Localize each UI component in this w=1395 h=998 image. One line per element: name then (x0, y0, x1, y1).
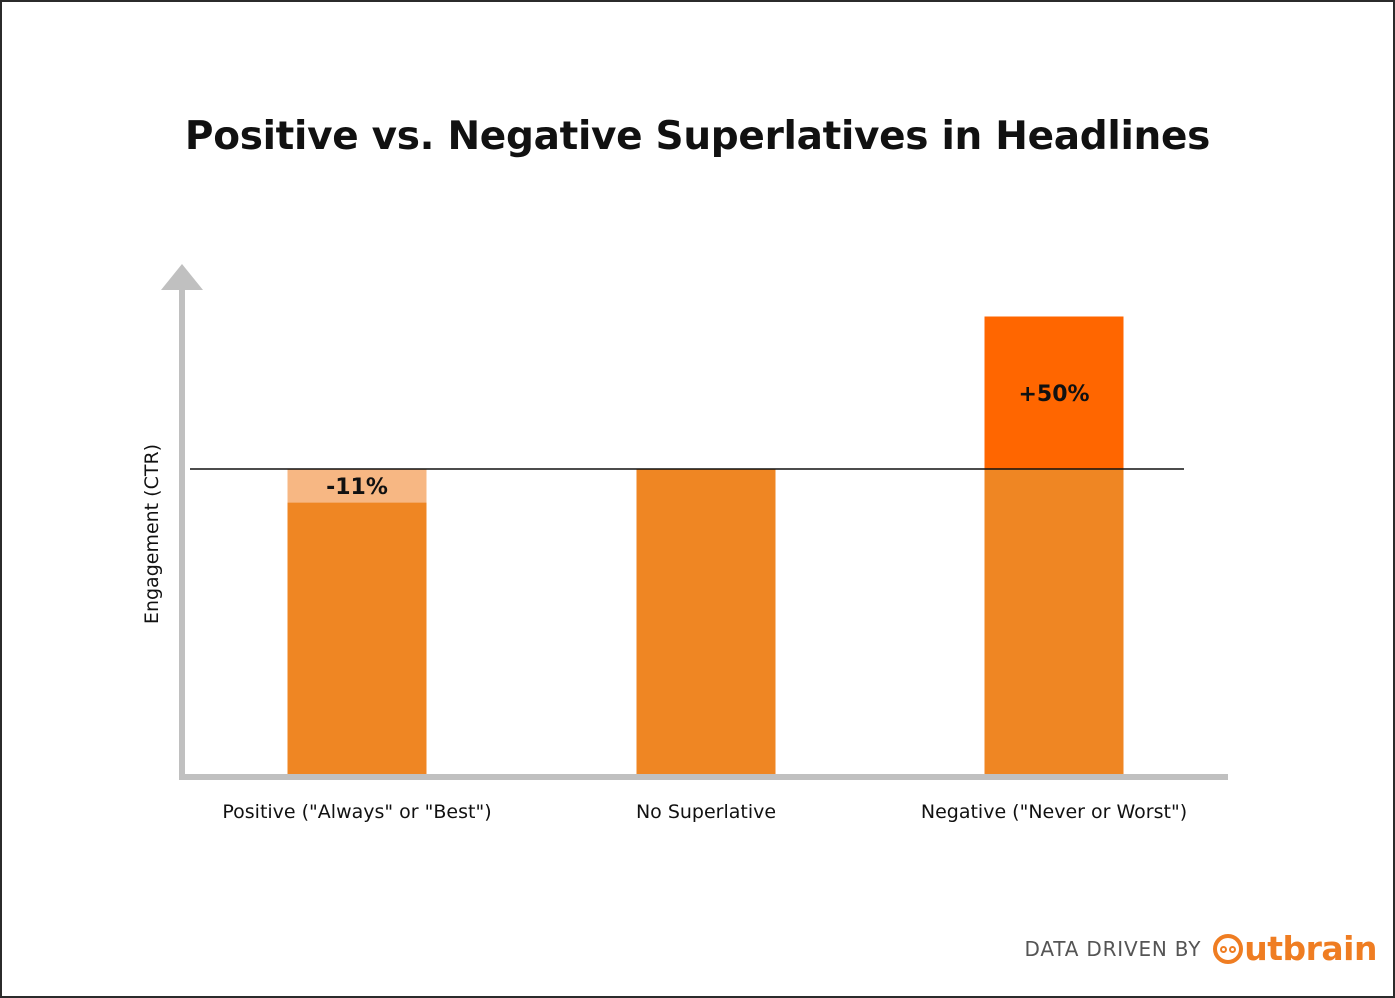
footer-text: DATA DRIVEN BY (1024, 936, 1202, 961)
outbrain-logo: utbrain (1213, 929, 1377, 968)
y-axis-label: Engagement (CTR) (141, 444, 163, 624)
x-tick-label-0: Positive ("Always" or "Best") (222, 801, 491, 823)
data-label-2: +50% (1018, 382, 1089, 407)
bar-2 (984, 469, 1124, 774)
x-tick-label-1: No Superlative (636, 801, 776, 823)
data-label-0: -11% (326, 475, 388, 500)
outbrain-logo-text: utbrain (1244, 929, 1377, 968)
bar-1 (636, 469, 776, 774)
footer: DATA DRIVEN BY utbrain (1024, 929, 1377, 968)
y-axis-arrow-icon (161, 264, 203, 290)
bar-2-increase-segment (984, 316, 1124, 469)
bar-0-decrease-segment (287, 469, 427, 503)
bar-0 (287, 502, 427, 774)
outbrain-face-icon (1213, 933, 1244, 964)
x-tick-label-2: Negative ("Never or Worst") (921, 801, 1187, 823)
chart-title: Positive vs. Negative Superlatives in He… (184, 114, 1211, 159)
